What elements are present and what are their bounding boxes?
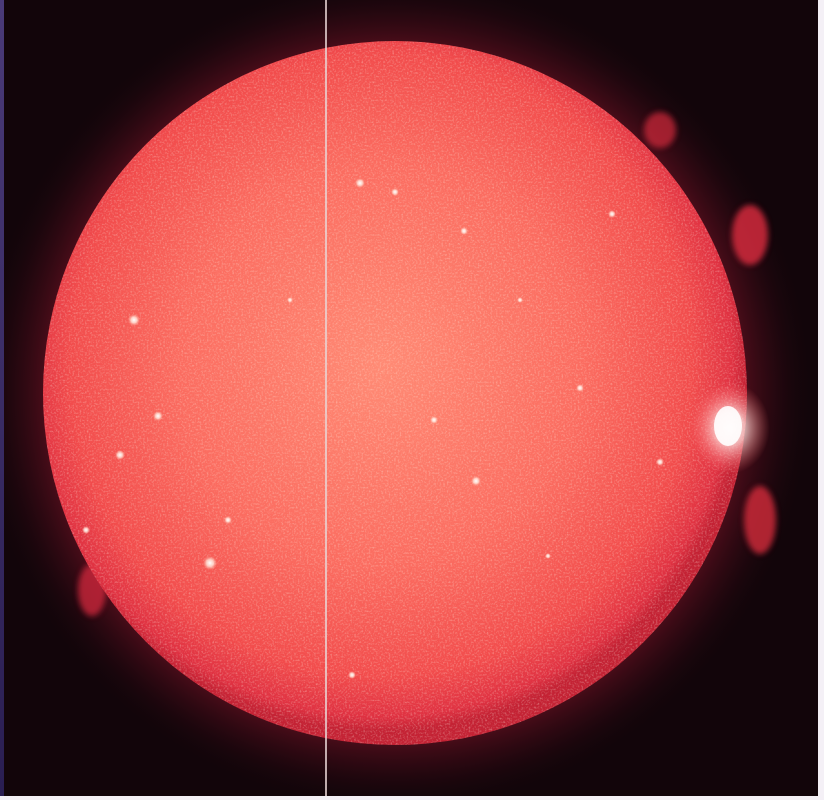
bottom-border [0,796,824,800]
scanline-artifact [325,0,327,796]
right-border [818,0,824,800]
limb-prominences [78,112,776,616]
limb-flare [690,382,770,474]
bright-points [82,178,664,679]
surface-granulation [43,41,747,745]
left-border [0,0,4,796]
